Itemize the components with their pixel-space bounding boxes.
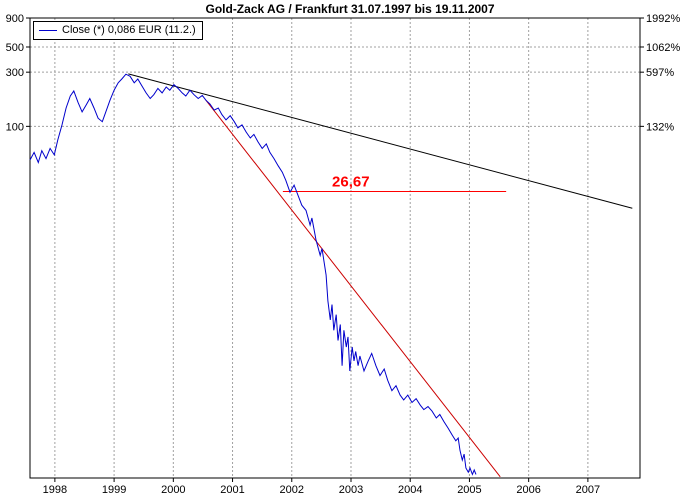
chart-title: Gold-Zack AG / Frankfurt 31.07.1997 bis … xyxy=(205,2,495,16)
x-axis-label: 2006 xyxy=(516,484,540,496)
x-axis-label: 2001 xyxy=(220,484,244,496)
x-axis-label: 2007 xyxy=(576,484,600,496)
y-axis-label-left: 500 xyxy=(6,42,24,54)
plot-border xyxy=(29,17,641,479)
legend-box: Close (*) 0,086 EUR (11.2.) xyxy=(33,21,203,40)
y-axis-label-right: 132% xyxy=(646,121,674,133)
x-axis-label: 1998 xyxy=(43,484,67,496)
legend-label: Close (*) 0,086 EUR (11.2.) xyxy=(62,24,196,36)
price-target-label: 26,67 xyxy=(332,174,370,191)
x-axis-label: 2005 xyxy=(457,484,481,496)
y-axis-label-right: 1062% xyxy=(646,42,680,54)
legend-line-sample xyxy=(39,30,57,31)
y-axis-label-left: 900 xyxy=(6,13,24,25)
x-axis-label: 2000 xyxy=(161,484,185,496)
x-axis-label: 1999 xyxy=(102,484,126,496)
x-axis-label: 2004 xyxy=(398,484,422,496)
trendline-resistance xyxy=(128,73,633,209)
y-axis-label-right: 1992% xyxy=(646,13,680,25)
x-axis-label: 2002 xyxy=(280,484,304,496)
x-axis-label: 2003 xyxy=(339,484,363,496)
trendline-downtrend xyxy=(205,99,501,478)
y-axis-label-right: 597% xyxy=(646,67,674,79)
y-axis-label-left: 100 xyxy=(6,121,24,133)
y-axis-label-left: 300 xyxy=(6,67,24,79)
price-line xyxy=(29,73,477,476)
